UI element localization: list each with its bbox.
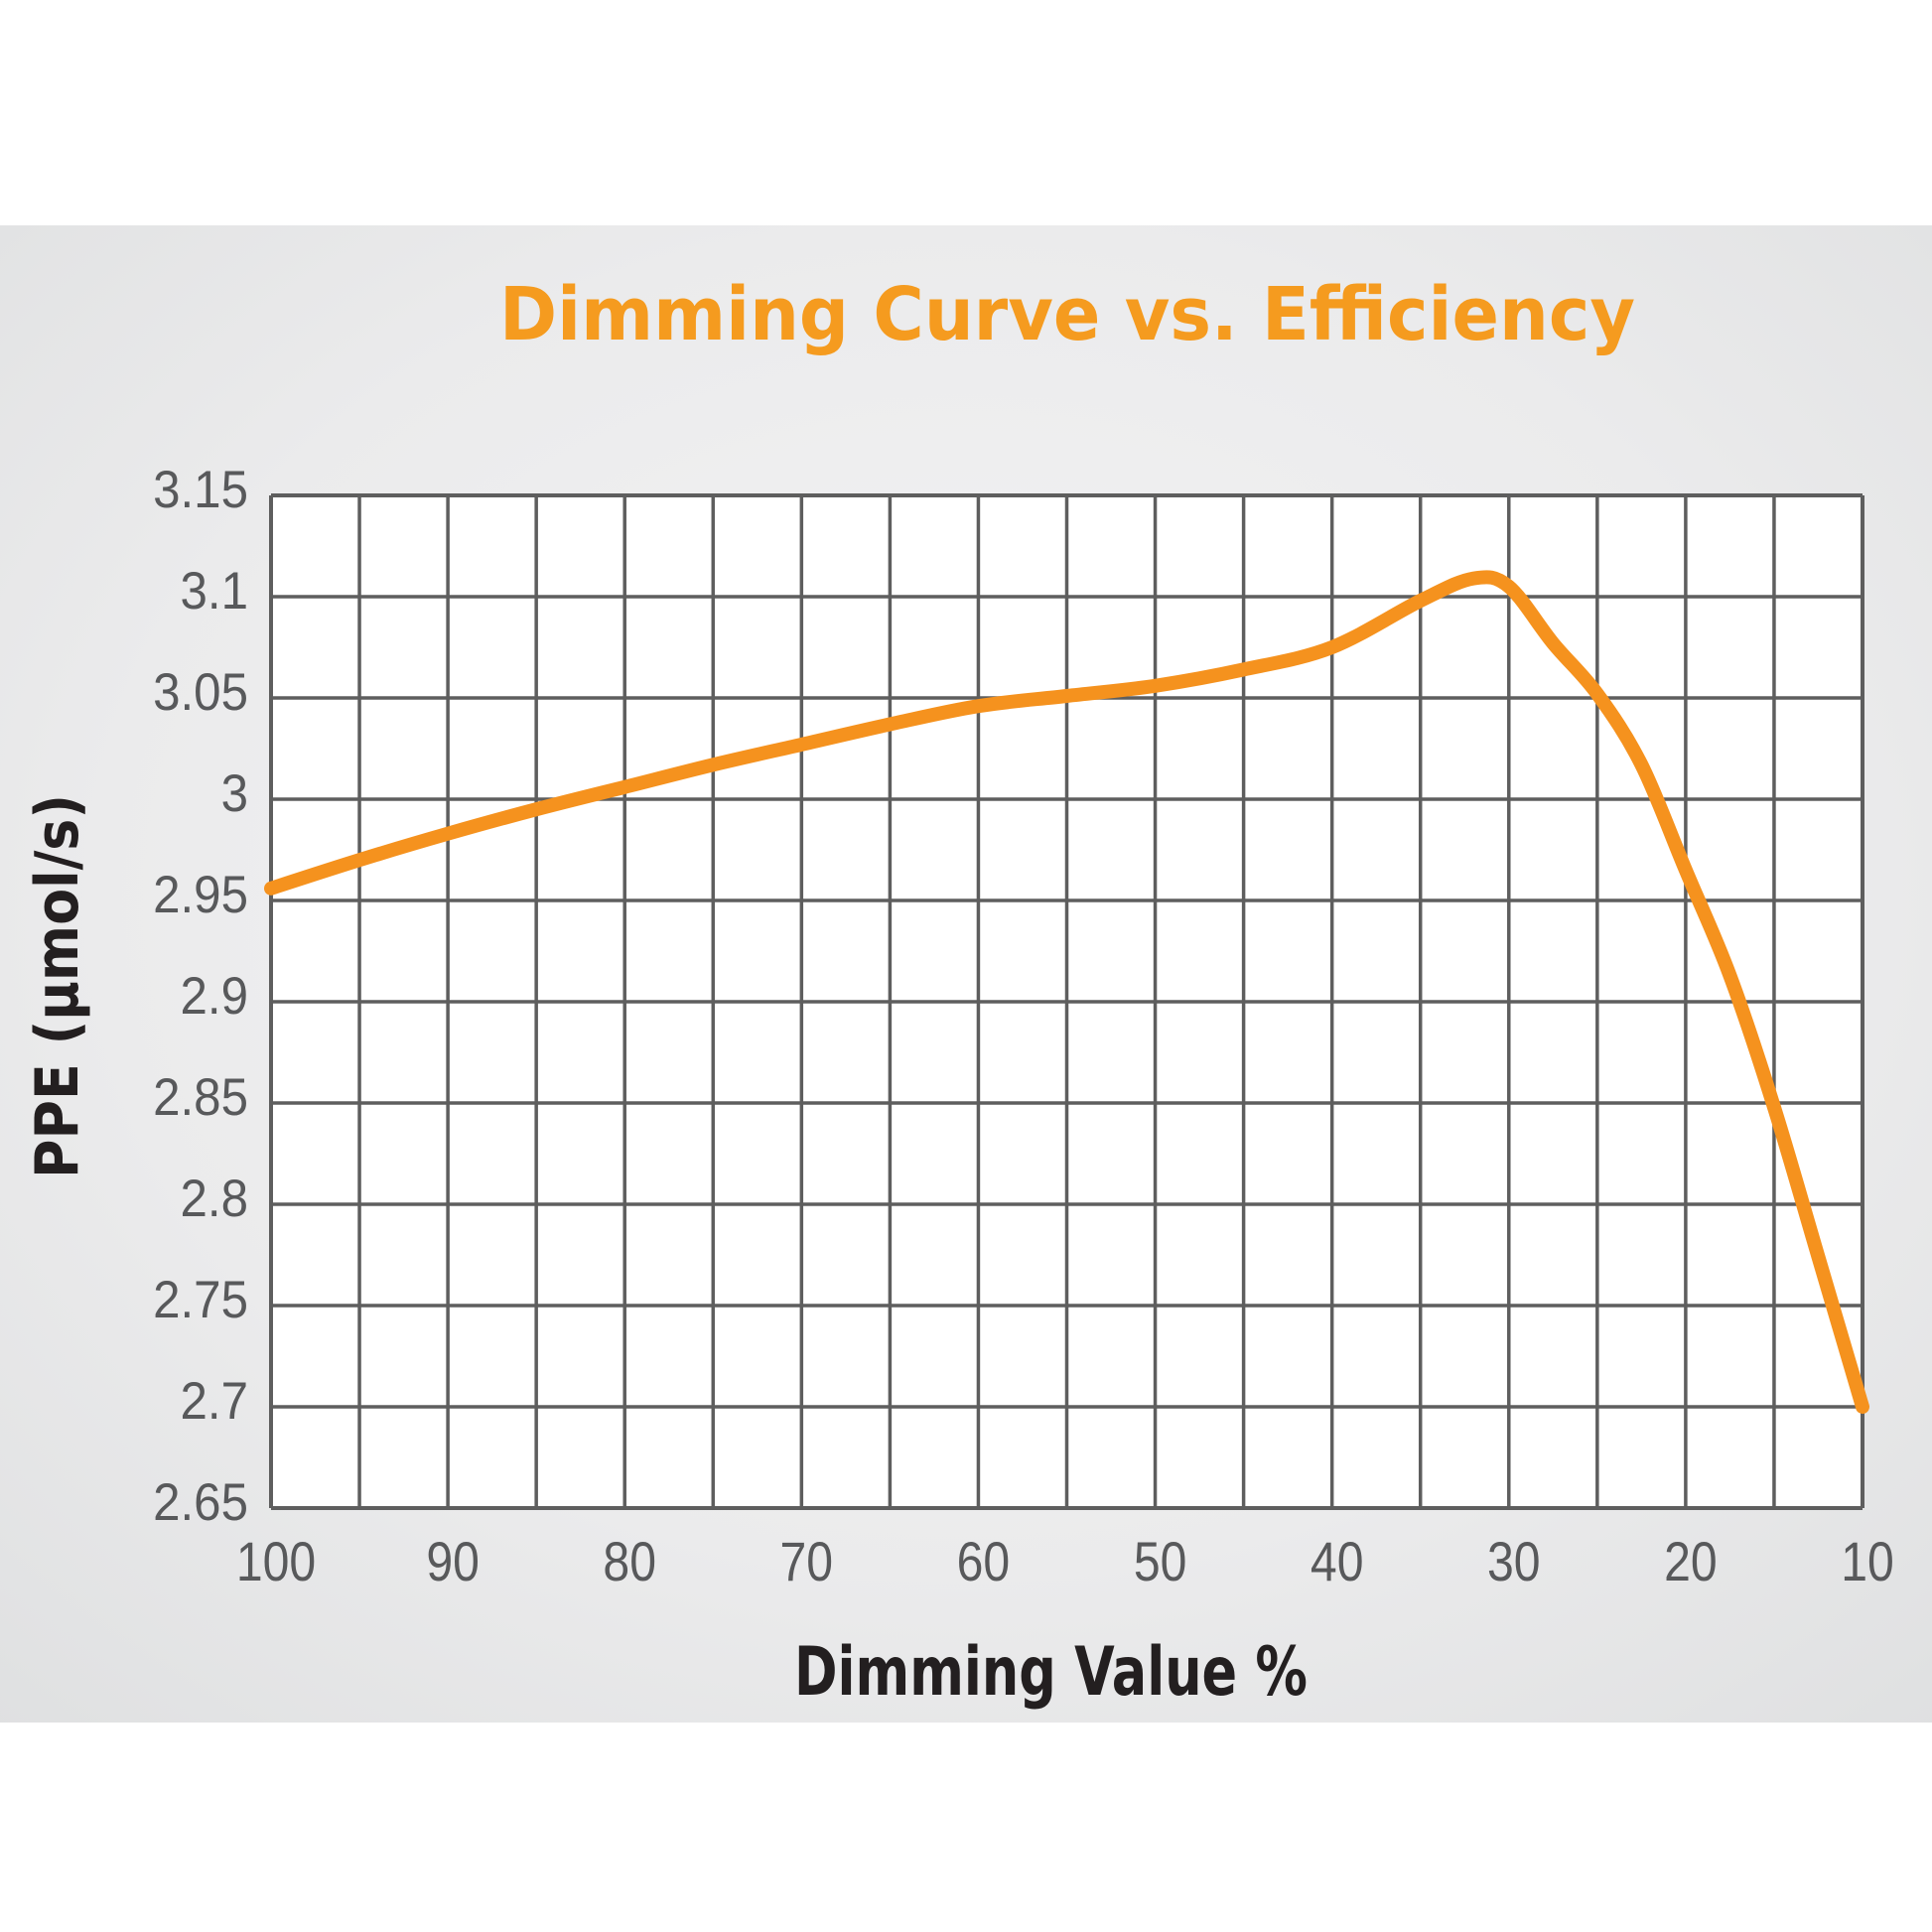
data-point	[1243, 668, 1245, 670]
data-point	[1331, 646, 1333, 648]
x-tick-label: 20	[1664, 1532, 1718, 1593]
data-point	[1685, 869, 1687, 871]
y-axis-title: PPE (μmol/s)	[23, 794, 92, 1178]
data-point	[889, 724, 891, 726]
y-tick-label: 3	[221, 763, 248, 822]
y-tick-label: 3.1	[180, 561, 248, 620]
data-point	[1508, 586, 1510, 588]
x-tick-label: 90	[426, 1532, 480, 1593]
y-tick-label: 2.7	[180, 1371, 248, 1430]
data-point	[535, 808, 537, 810]
x-tick-label: 100	[236, 1532, 316, 1593]
data-point	[1155, 685, 1157, 687]
x-tick-label: 30	[1487, 1532, 1541, 1593]
series-layer	[264, 570, 1869, 1414]
data-point	[270, 888, 272, 890]
data-point	[623, 786, 625, 788]
data-point	[1640, 763, 1642, 765]
y-tick-label: 3.15	[153, 460, 248, 518]
data-point	[977, 705, 979, 707]
y-tick-label: 2.95	[153, 865, 248, 923]
y-tick-label: 2.65	[153, 1472, 248, 1531]
series-line-ppe	[264, 570, 1869, 1414]
y-tick-label: 2.75	[153, 1270, 248, 1328]
x-axis-title: Dimming Value %	[794, 1633, 1308, 1712]
x-tick-label: 40	[1311, 1532, 1364, 1593]
data-point	[1773, 1106, 1775, 1108]
data-point	[1818, 1256, 1820, 1258]
grid	[269, 493, 1864, 1510]
data-point	[1420, 600, 1422, 602]
data-point	[358, 859, 360, 861]
y-tick-label: 2.85	[153, 1067, 248, 1126]
data-point	[1862, 1406, 1863, 1408]
x-tick-labels: 100 90 80 70 60 50 40 30 20 10	[236, 1532, 1894, 1593]
y-tick-label: 2.8	[180, 1169, 248, 1227]
x-tick-label: 70	[780, 1532, 834, 1593]
data-point	[1596, 693, 1598, 695]
x-tick-label: 50	[1134, 1532, 1187, 1593]
y-tick-label: 3.05	[153, 662, 248, 721]
data-point	[447, 833, 449, 835]
x-tick-label: 10	[1841, 1532, 1894, 1593]
data-point	[800, 744, 802, 746]
y-tick-label: 2.9	[180, 966, 248, 1025]
data-point	[1552, 642, 1554, 644]
data-point	[1066, 695, 1068, 697]
y-tick-labels: 3.15 3.1 3.05 3 2.95 2.9 2.85 2.8 2.75 2.7 2.65	[153, 460, 248, 1531]
data-point	[1472, 578, 1474, 580]
chart-title: Dimming Curve vs. Efficiency	[499, 272, 1635, 357]
x-tick-label: 60	[957, 1532, 1011, 1593]
data-point	[712, 763, 714, 765]
x-tick-label: 80	[603, 1532, 656, 1593]
data-point	[1728, 975, 1730, 977]
